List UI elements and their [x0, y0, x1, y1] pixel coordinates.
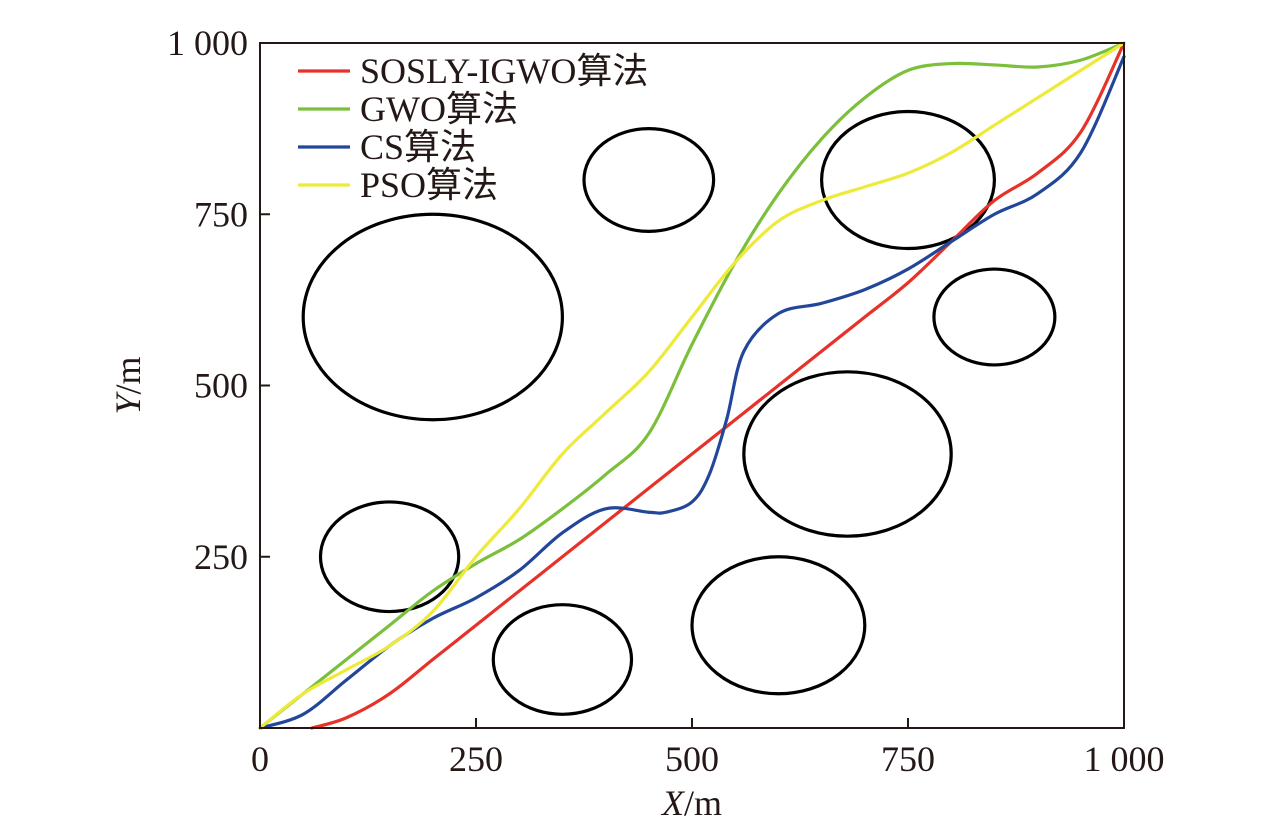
- y-axis-var: Y: [108, 391, 148, 415]
- series-line-1: [310, 41, 1126, 730]
- y-tick-label-4: 1 000: [167, 23, 248, 63]
- x-axis-unit: /m: [684, 783, 722, 823]
- x-tick-label-1: 0: [251, 739, 269, 779]
- x-tick-label-3: 500: [665, 739, 719, 779]
- obstacle-3: [819, 109, 996, 251]
- x-axis-var: X: [660, 783, 686, 823]
- obstacle-1: [301, 212, 564, 422]
- legend-label-1: SOSLY-IGWO算法: [360, 51, 648, 91]
- y-axis: 250 500 750 1 000: [167, 23, 270, 577]
- y-axis-unit: /m: [108, 356, 148, 394]
- obstacle-4: [932, 267, 1057, 367]
- x-tick-label-4: 750: [881, 739, 935, 779]
- obstacle-5: [742, 370, 953, 538]
- x-tick-label-5: 1 000: [1084, 739, 1165, 779]
- y-tick-label-1: 250: [194, 537, 248, 577]
- obstacle-group: [301, 109, 1057, 716]
- obstacle-6: [318, 500, 461, 614]
- series-line-2: [258, 41, 1126, 730]
- y-tick-label-2: 500: [194, 366, 248, 406]
- obstacle-7: [491, 603, 634, 716]
- y-tick-label-3: 750: [194, 194, 248, 234]
- legend-label-3: CS算法: [360, 127, 476, 167]
- series-line-3: [258, 55, 1126, 730]
- x-tick-label-2: 250: [449, 739, 503, 779]
- legend-label-2: GWO算法: [360, 89, 518, 129]
- series-line-4: [258, 41, 1126, 730]
- x-axis: 0 250 500 750 1 000: [251, 718, 1165, 779]
- legend-label-4: PSO算法: [360, 165, 498, 205]
- obstacle-8: [690, 555, 867, 696]
- series-group: [258, 41, 1126, 730]
- y-axis-label: Y/m: [108, 356, 148, 414]
- obstacle-2: [582, 127, 716, 233]
- x-axis-label: X/m: [660, 783, 722, 823]
